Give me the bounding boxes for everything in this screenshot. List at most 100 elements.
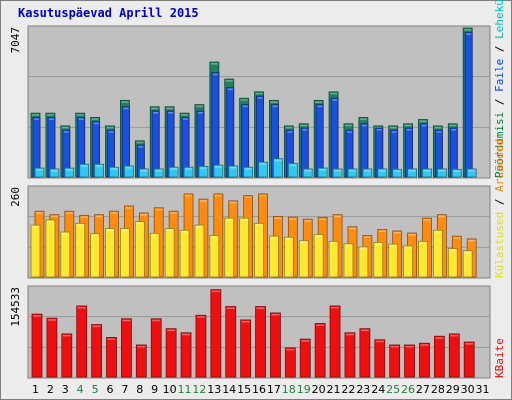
bar-bottom-kbaite-day-18 [284,347,296,378]
bar-top-faile-day-2 [47,117,56,178]
bar-bottom-kbaite-day-25-highlight [390,345,399,348]
bar-top-pöördumisi-day-7-highlight [121,101,129,103]
bar-middle-külastused-day-14-highlight [225,219,233,221]
bar-middle-külastused-day-8 [134,221,145,278]
bar-bottom-kbaite-day-20-highlight [316,324,325,326]
bar-middle-külastused-day-22 [343,243,354,278]
bar-middle-külastused-day-23-highlight [359,247,367,250]
legend-bottom: KBaite [493,338,506,378]
bar-middle-külastused-day-1 [30,224,41,278]
bar-bottom-kbaite-day-15 [240,319,252,378]
bar-middle-külastused-day-18-highlight [285,238,293,240]
bar-middle-külastused-day-8-highlight [136,222,144,225]
bar-middle-külastused-day-21 [328,240,339,278]
bar-top-lehekülgi-day-21-highlight [334,169,342,172]
bar-top-lehekülgi-day-5-highlight [95,165,103,167]
bar-middle-külastused-day-30 [462,250,473,278]
bar-top-faile-day-15 [241,104,250,178]
bar-bottom-kbaite-day-30-highlight [465,343,474,345]
bar-top-lehekülgi-day-22-highlight [348,169,356,172]
bar-bottom-kbaite-day-3-highlight [62,334,71,337]
bar-top-faile-day-26-highlight [406,129,412,131]
bar-bottom-kbaite-day-21 [329,305,341,378]
bar-middle-külastused-day-17-highlight [270,237,278,239]
bar-top-lehekülgi-day-16 [258,161,268,178]
bar-top-faile-day-19-highlight [302,129,308,131]
bar-bottom-kbaite-day-3 [61,333,73,378]
bar-middle-aruanded-day-6-highlight [110,212,118,214]
bar-top-faile-day-25-highlight [391,131,397,133]
bar-middle-külastused-day-13-highlight [210,236,218,238]
bar-top-faile-day-13 [211,72,220,178]
bar-middle-külastused-day-1-highlight [32,226,39,228]
y-axis-max-label-middle: 260 [9,187,22,207]
legend-item-lehekülgi: Lehekülgi [493,0,506,39]
bar-top-faile-day-11-highlight [183,118,189,120]
legend-item-pöördumisi: Pöördumisi [493,112,506,178]
x-tick-label-day-31: 31 [476,383,490,396]
bar-middle-külastused-day-27-highlight [419,242,427,244]
bar-bottom-kbaite-day-4-highlight [77,306,86,309]
legend-item-kbaite: KBaite [493,338,506,378]
bar-top-pöördumisi-day-16-highlight [255,92,263,95]
bar-bottom-kbaite-day-4 [76,305,88,378]
x-tick-label-day-20: 20 [312,383,326,396]
bar-middle-külastused-day-26-highlight [404,246,412,249]
bar-top-faile-day-14-highlight [227,88,233,91]
legend-separator: / [493,39,506,59]
bar-middle-külastused-day-25-highlight [389,245,397,247]
bar-top-faile-day-30-highlight [466,33,472,35]
bar-middle-aruanded-day-28-highlight [438,215,446,218]
bar-bottom-kbaite-day-22-highlight [345,333,354,336]
bar-bottom-kbaite-day-5-highlight [92,325,101,328]
bar-bottom-kbaite-day-22 [344,332,356,378]
bar-bottom-kbaite-day-6-highlight [107,338,116,340]
x-tick-label-day-18: 18 [282,383,296,396]
bar-middle-külastused-day-19-highlight [300,241,308,244]
bar-top-lehekülgi-day-8-highlight [140,169,148,172]
bar-bottom-kbaite-day-6 [106,336,117,378]
bar-top-faile-day-28-highlight [436,131,442,133]
bar-top-faile-day-24-highlight [376,129,382,131]
bar-bottom-kbaite-day-11 [180,332,192,378]
bar-middle-aruanded-day-4-highlight [80,216,88,218]
x-tick-label-day-8: 8 [136,383,143,396]
bar-middle-aruanded-day-5-highlight [95,215,103,218]
bar-bottom-kbaite-day-24 [374,339,386,378]
x-tick-label-day-21: 21 [327,383,341,396]
bar-bottom-kbaite-day-14-highlight [226,307,235,310]
bar-middle-külastused-day-27 [418,240,428,278]
bar-middle-aruanded-day-9-highlight [155,208,163,211]
bar-top-faile-day-12-highlight [197,112,203,114]
bar-top-lehekülgi-day-19 [302,168,313,178]
x-tick-label-day-11: 11 [177,383,191,396]
bar-middle-aruanded-day-17-highlight [274,217,282,219]
bar-middle-aruanded-day-12-highlight [199,200,207,202]
x-tick-label-day-15: 15 [237,383,251,396]
bar-middle-aruanded-day-20-highlight [319,218,327,220]
bar-middle-aruanded-day-27-highlight [423,219,431,221]
bar-top-faile-day-27-highlight [421,124,427,127]
bar-top-faile-day-7-highlight [123,107,129,110]
bar-top-pöördumisi-day-15-highlight [240,99,248,101]
x-tick-label-day-28: 28 [431,383,445,396]
bar-top-pöördumisi-day-2-highlight [46,114,54,116]
bar-middle-aruanded-day-26-highlight [408,234,416,236]
bar-bottom-kbaite-day-2 [46,317,58,378]
bar-top-lehekülgi-day-18 [287,162,298,178]
x-tick-label-day-17: 17 [267,383,281,396]
bar-middle-külastused-day-16 [254,222,264,278]
bar-top-lehekülgi-day-17-highlight [274,159,282,162]
bar-top-pöördumisi-day-9-highlight [151,107,159,110]
bar-top-lehekülgi-day-10 [168,166,179,178]
bar-top-faile-day-23-highlight [361,124,367,127]
bar-middle-külastused-day-30-highlight [464,251,472,254]
bar-bottom-kbaite-day-26-highlight [405,345,414,348]
bar-top-pöördumisi-day-1-highlight [32,114,39,116]
bar-top-faile-day-6-highlight [108,131,114,133]
bar-middle-aruanded-day-10-highlight [170,212,178,214]
bar-top-lehekülgi-day-26-highlight [408,169,416,172]
bar-middle-külastused-day-14 [224,217,235,278]
bar-top-lehekülgi-day-6 [109,166,119,178]
x-tick-label-day-29: 29 [446,383,460,396]
